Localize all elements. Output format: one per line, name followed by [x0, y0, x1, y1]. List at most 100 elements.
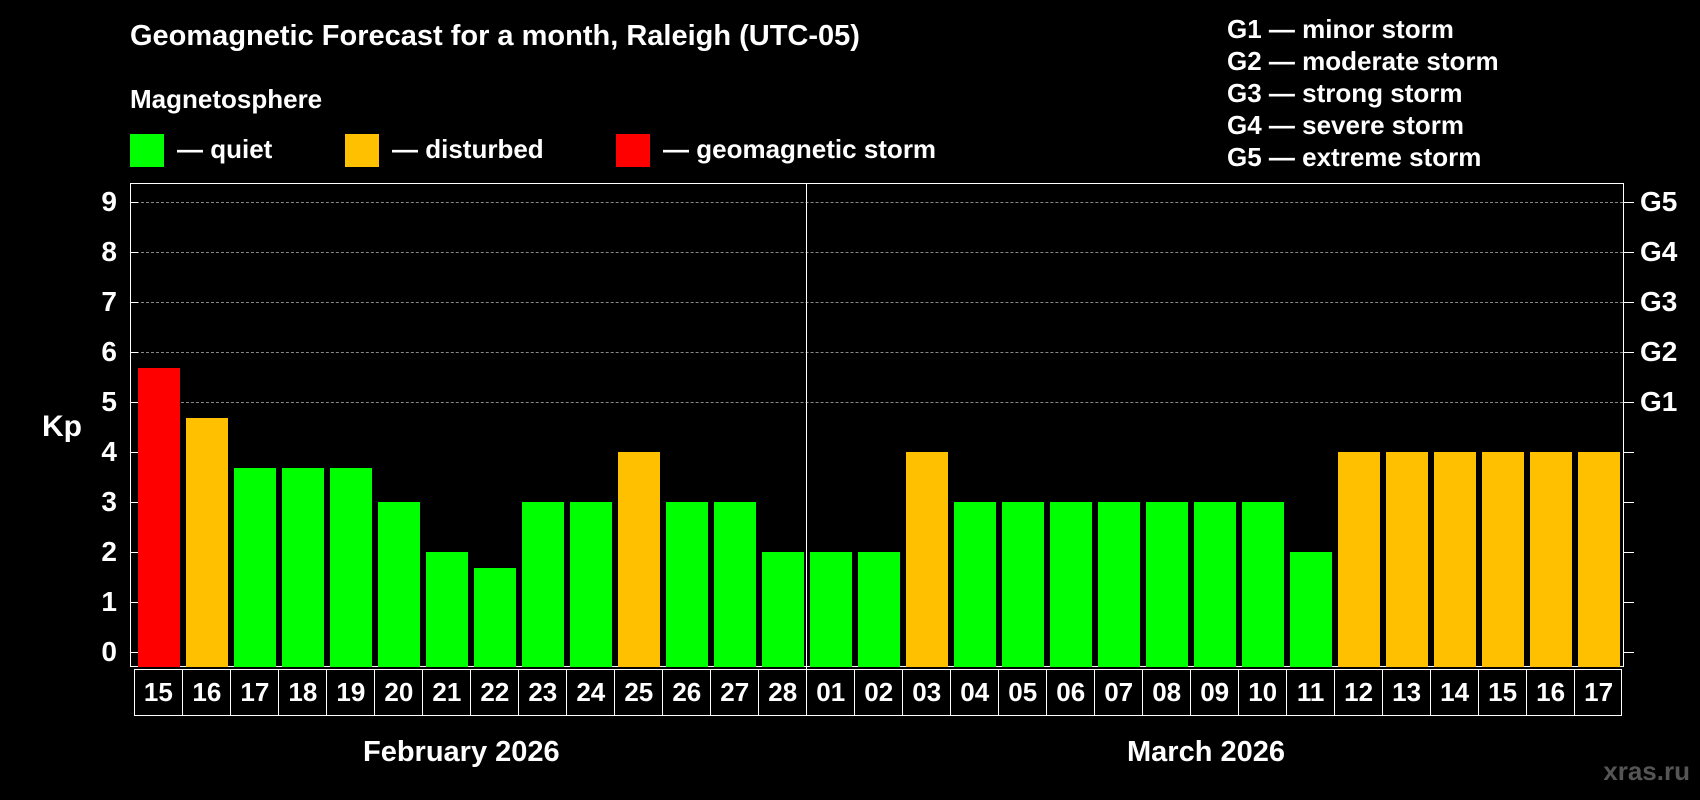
- date-label: 01: [806, 669, 854, 716]
- date-label: 04: [950, 669, 998, 716]
- legend-swatch: [345, 134, 379, 167]
- y-tick-mark: [130, 651, 138, 653]
- date-label: 19: [326, 669, 374, 716]
- y-tick-mark: [130, 351, 138, 353]
- bar-disturbed: [1338, 451, 1381, 667]
- bar-disturbed: [1530, 451, 1573, 667]
- bar-quiet: [570, 501, 613, 667]
- date-label: 08: [1142, 669, 1190, 716]
- date-label: 25: [614, 669, 662, 716]
- date-label: 02: [854, 669, 902, 716]
- bar-disturbed: [186, 418, 229, 667]
- bar-quiet: [522, 501, 565, 667]
- month-divider: [806, 183, 807, 716]
- y-tick-mark: [130, 251, 138, 253]
- date-label: 06: [1046, 669, 1094, 716]
- bar-quiet: [474, 568, 517, 667]
- date-label: 17: [230, 669, 278, 716]
- bar-disturbed: [1386, 451, 1429, 667]
- date-label: 07: [1094, 669, 1142, 716]
- y-tick-label: 4: [101, 435, 117, 467]
- right-tick-mark: [1624, 601, 1634, 603]
- date-label: 24: [566, 669, 614, 716]
- bar-quiet: [282, 468, 325, 667]
- g-scale-label: G5: [1640, 185, 1678, 217]
- y-tick-label: 0: [101, 635, 117, 667]
- y-tick-label: 1: [101, 585, 117, 617]
- bar-quiet: [330, 468, 373, 667]
- month-label: February 2026: [363, 736, 560, 768]
- storm-scale-item: G4 — severe storm: [1227, 110, 1465, 140]
- bar-quiet: [954, 501, 997, 667]
- bar-quiet: [1146, 501, 1189, 667]
- date-label: 13: [1382, 669, 1430, 716]
- bar-quiet: [810, 551, 853, 667]
- right-tick-mark: [1624, 401, 1634, 403]
- date-label: 03: [902, 669, 950, 716]
- date-label: 14: [1430, 669, 1478, 716]
- right-tick-mark: [1624, 351, 1634, 353]
- legend-label: — disturbed: [392, 134, 544, 164]
- y-tick-mark: [130, 201, 138, 203]
- right-tick-mark: [1624, 501, 1634, 503]
- y-tick-mark: [130, 501, 138, 503]
- bar-quiet: [234, 468, 277, 667]
- right-tick-mark: [1624, 301, 1634, 303]
- bar-quiet: [1002, 501, 1045, 667]
- right-tick-mark: [1624, 201, 1634, 203]
- watermark: xras.ru: [1603, 756, 1690, 786]
- g-scale-label: G1: [1640, 385, 1678, 417]
- date-label: 17: [1574, 669, 1622, 716]
- bar-quiet: [426, 551, 469, 667]
- bar-quiet: [762, 551, 805, 667]
- bar-disturbed: [1434, 451, 1477, 667]
- date-label: 27: [710, 669, 758, 716]
- y-axis-label: Kp: [42, 410, 82, 443]
- legend-heading: Magnetosphere: [130, 84, 323, 114]
- bar-quiet: [1194, 501, 1237, 667]
- y-tick-mark: [130, 451, 138, 453]
- date-label: 16: [182, 669, 230, 716]
- date-label: 28: [758, 669, 806, 716]
- y-tick-label: 5: [101, 385, 117, 417]
- bar-disturbed: [906, 451, 949, 667]
- date-label: 15: [1478, 669, 1526, 716]
- storm-scale-item: G1 — minor storm: [1227, 14, 1454, 44]
- y-tick-label: 6: [101, 335, 117, 367]
- date-label: 18: [278, 669, 326, 716]
- date-label: 21: [422, 669, 470, 716]
- chart-title: Geomagnetic Forecast for a month, Raleig…: [130, 20, 860, 52]
- gridline: [131, 301, 1623, 303]
- month-label: March 2026: [1127, 736, 1285, 768]
- legend-swatch: [130, 134, 164, 167]
- legend-label: — geomagnetic storm: [663, 134, 937, 164]
- bar-quiet: [666, 501, 709, 667]
- bar-disturbed: [1482, 451, 1525, 667]
- date-label: 12: [1334, 669, 1382, 716]
- right-tick-mark: [1624, 251, 1634, 253]
- bar-storm: [138, 368, 181, 667]
- legend-swatch: [616, 134, 650, 167]
- y-tick-mark: [130, 551, 138, 553]
- gridline: [131, 201, 1623, 203]
- legend-label: — quiet: [177, 134, 273, 164]
- date-label: 16: [1526, 669, 1574, 716]
- g-scale-label: G2: [1640, 335, 1678, 367]
- y-tick-mark: [130, 301, 138, 303]
- date-label: 05: [998, 669, 1046, 716]
- bar-disturbed: [1578, 451, 1621, 667]
- gridline: [131, 401, 1623, 403]
- right-tick-mark: [1624, 451, 1634, 453]
- y-tick-label: 2: [101, 535, 117, 567]
- date-label: 26: [662, 669, 710, 716]
- bar-quiet: [1098, 501, 1141, 667]
- date-label: 15: [143, 677, 173, 707]
- bar-quiet: [714, 501, 757, 667]
- storm-scale-item: G5 — extreme storm: [1227, 142, 1482, 172]
- g-scale-label: G3: [1640, 285, 1678, 317]
- y-tick-label: 3: [101, 485, 117, 517]
- storm-scale-item: G3 — strong storm: [1227, 78, 1463, 108]
- bar-disturbed: [618, 451, 661, 667]
- bar-quiet: [858, 551, 901, 667]
- date-label: 23: [518, 669, 566, 716]
